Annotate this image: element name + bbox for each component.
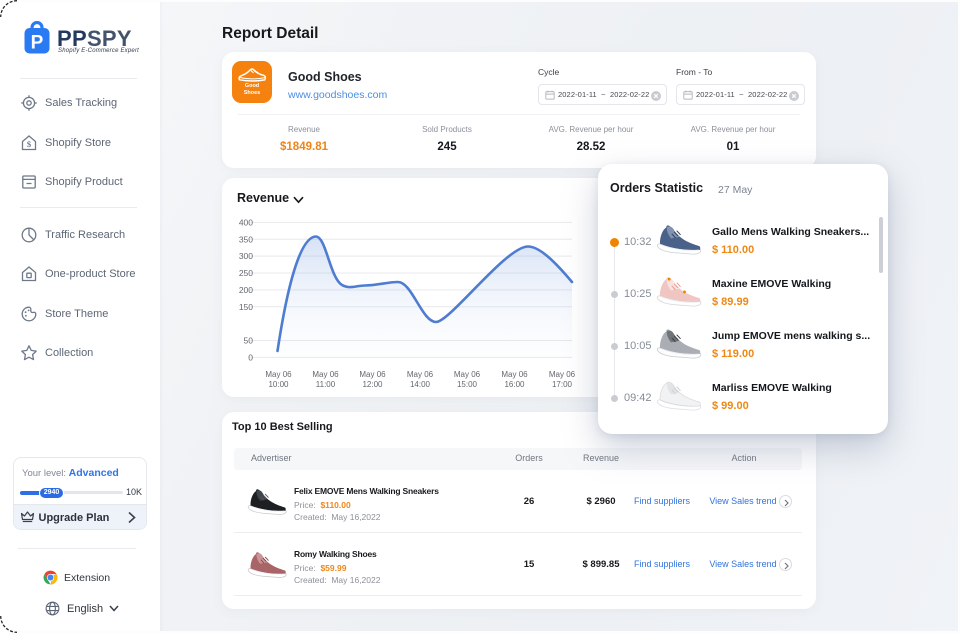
svg-text:16:00: 16:00 <box>504 380 525 389</box>
svg-text:May 06: May 06 <box>312 370 339 379</box>
svg-text:10:00: 10:00 <box>268 380 289 389</box>
svg-text:0: 0 <box>248 352 253 362</box>
svg-text:May 06: May 06 <box>454 370 481 379</box>
svg-text:350: 350 <box>239 234 253 244</box>
svg-text:P: P <box>31 33 44 54</box>
svg-text:15:00: 15:00 <box>457 380 478 389</box>
svg-text:17:00: 17:00 <box>552 380 573 389</box>
svg-text:250: 250 <box>239 268 253 278</box>
svg-text:May 06: May 06 <box>407 370 434 379</box>
svg-text:May 06: May 06 <box>501 370 528 379</box>
svg-text:150: 150 <box>239 302 253 312</box>
svg-text:11:00: 11:00 <box>316 380 336 389</box>
svg-text:May 06: May 06 <box>359 370 386 379</box>
svg-text:14:00: 14:00 <box>410 380 431 389</box>
svg-text:$: $ <box>27 139 32 149</box>
svg-text:400: 400 <box>239 217 253 227</box>
svg-text:12:00: 12:00 <box>362 380 383 389</box>
svg-text:300: 300 <box>239 251 253 261</box>
svg-text:200: 200 <box>239 285 253 295</box>
svg-text:May 06: May 06 <box>265 370 292 379</box>
svg-text:50: 50 <box>244 336 254 346</box>
svg-text:May 06: May 06 <box>549 370 576 379</box>
